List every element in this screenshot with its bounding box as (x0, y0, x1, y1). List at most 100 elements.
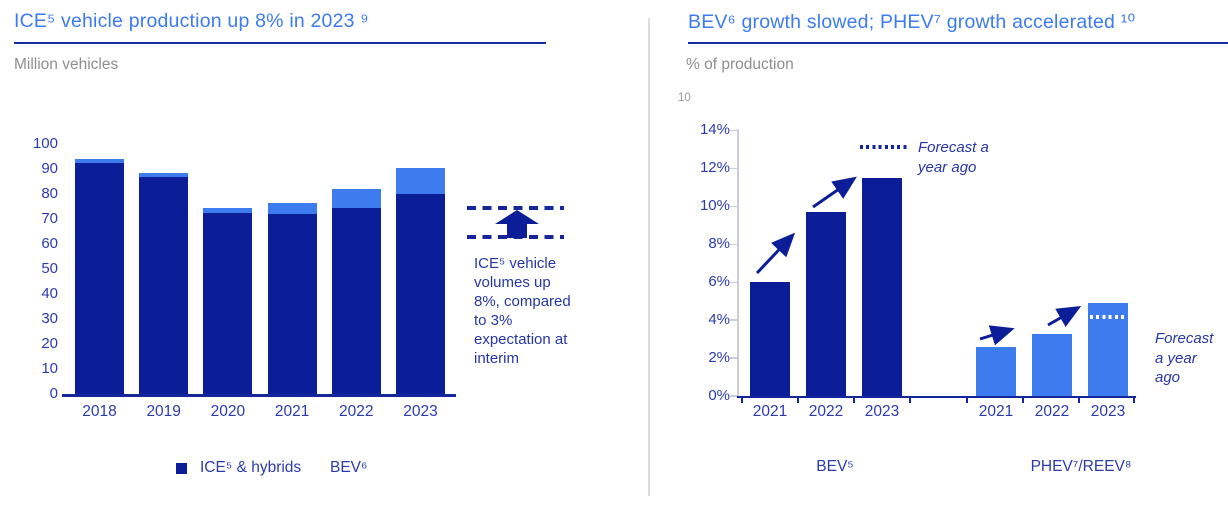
right-y-tick-label: 2% (708, 348, 730, 366)
right-x-tick-label: 2022 (1034, 403, 1070, 420)
footnote-marker: 10 (678, 92, 691, 104)
bar-bev-2021 (267, 202, 317, 215)
right-x-tick-label: 2023 (864, 403, 900, 420)
left-annotation-line: ICE⁵ vehicle (474, 255, 557, 272)
bar-ice-2019 (139, 176, 189, 394)
phev-forecast-label: Forecast a year ago (1155, 329, 1228, 388)
left-y-tick-label: 40 (41, 284, 58, 302)
left-x-tick-label: 2021 (274, 403, 310, 420)
bar-phev-2023 (1088, 303, 1128, 396)
bev-forecast-line: year ago (918, 158, 977, 176)
left-chart-title: ICE⁵ vehicle production up 8% in 2023 ⁹ (14, 10, 369, 32)
bar-bev-2022 (806, 212, 846, 396)
right-y-tick (730, 357, 737, 359)
right-y-tick (730, 395, 737, 397)
left-title-underline (14, 42, 546, 44)
phev-forecast-line: a year (1155, 349, 1197, 367)
group-label-phev-reev: PHEV⁷/REEV⁸ (1030, 458, 1132, 475)
left-annotation-line: expectation at (474, 331, 568, 348)
right-x-tick-label: 2022 (808, 403, 844, 420)
left-annotation-text: ICE⁵ vehicle volumes up 8%, compared to 3% e… (474, 254, 604, 368)
bar-phev-2021 (976, 346, 1016, 396)
left-y-tick-label: 80 (41, 184, 58, 202)
bev-forecast-dotted-line (860, 145, 907, 149)
right-y-tick-label: 0% (708, 386, 730, 404)
right-x-tick (797, 397, 799, 403)
bar-bev-2023 (396, 167, 445, 195)
right-x-tick (966, 397, 968, 403)
arrow-bev-2022-2023 (812, 176, 857, 209)
left-y-tick-label: 60 (41, 234, 58, 252)
bar-ice-2020 (203, 212, 253, 395)
left-chart-units-label: Million vehicles (14, 56, 119, 73)
right-y-tick-label: 14% (699, 121, 730, 139)
right-y-tick-label: 8% (708, 234, 730, 252)
right-y-axis (737, 129, 739, 396)
arrow-bev-2021-2022 (755, 232, 796, 275)
right-y-tick (730, 281, 737, 284)
right-y-tick-label: 12% (699, 159, 730, 177)
right-x-tick-label: 2021 (978, 403, 1014, 420)
left-x-tick-label: 2018 (82, 403, 117, 420)
bar-ice-2021 (267, 214, 317, 394)
right-chart-units-label: % of production (686, 56, 794, 73)
bar-bev-2020 (203, 207, 253, 213)
bar-ice-2022 (331, 207, 381, 395)
panel-divider (648, 18, 650, 496)
right-y-tick-label: 6% (708, 272, 730, 290)
left-bar-chart: 0 10 20 30 40 50 60 70 80 90 100 2018 2019 2020 2021 20… (32, 134, 445, 420)
phev-forecast-dotted-line (1090, 315, 1127, 319)
left-y-tick-label: 20 (41, 334, 58, 352)
bar-bev-2018 (75, 159, 124, 163)
left-y-tick-label: 50 (41, 259, 58, 277)
right-y-tick (730, 243, 737, 246)
right-y-tick (730, 205, 737, 208)
bar-ice-2018 (75, 162, 124, 395)
right-title-underline (688, 42, 1228, 44)
phev-forecast-line: ago (1155, 369, 1181, 386)
arrow-phev-2021-2022 (979, 325, 1015, 346)
legend-swatch-ice (176, 463, 187, 474)
legend-label-ice-hybrids: ICE⁵ & hybrids (200, 459, 302, 476)
right-y-tick (730, 167, 737, 170)
group-label-bev: BEV⁵ (816, 458, 854, 475)
bev-forecast-label: Forecast a year ago (918, 138, 1013, 177)
right-x-tick-label: 2023 (1090, 403, 1126, 420)
left-annotation-line: to 3% (474, 312, 513, 329)
left-y-tick-label: 0 (49, 384, 58, 402)
left-x-tick-label: 2019 (146, 403, 181, 420)
bar-bev-2022 (331, 189, 381, 208)
right-y-tick (730, 319, 737, 321)
bar-ice-2023 (396, 194, 445, 394)
right-x-axis (737, 395, 1136, 398)
right-y-tick (730, 129, 737, 132)
right-x-tick (741, 397, 743, 403)
left-y-tick-label: 10 (41, 359, 58, 377)
left-y-tick-label: 70 (41, 209, 58, 227)
bar-bev-2021 (750, 282, 790, 396)
bar-bev-2019 (139, 172, 189, 177)
left-y-tick-label: 30 (41, 309, 58, 327)
legend-label-bev: BEV⁶ (330, 459, 368, 476)
left-x-tick-label: 2023 (403, 403, 438, 420)
bev-forecast-line: Forecast a (918, 139, 989, 156)
right-x-tick (1078, 397, 1080, 403)
arrow-phev-2022-2023 (1047, 306, 1082, 328)
growth-arrows (755, 176, 1082, 346)
left-y-tick-label: 100 (32, 134, 58, 152)
bar-bev-2023 (862, 178, 902, 396)
left-x-tick-label: 2022 (339, 403, 374, 420)
left-y-tick-label: 90 (41, 159, 58, 177)
right-y-tick-label: 4% (708, 310, 730, 328)
left-annotation-line: interim (474, 350, 520, 367)
left-x-axis (62, 394, 456, 397)
bar-phev-2022 (1032, 333, 1072, 396)
annotation-dashed-line-top (467, 206, 564, 210)
right-x-tick (853, 397, 855, 403)
right-x-tick (1133, 397, 1135, 403)
left-annotation-line: 8%, compared (474, 293, 571, 310)
right-x-tick (1022, 397, 1024, 403)
left-annotation-line: volumes up (474, 274, 551, 291)
